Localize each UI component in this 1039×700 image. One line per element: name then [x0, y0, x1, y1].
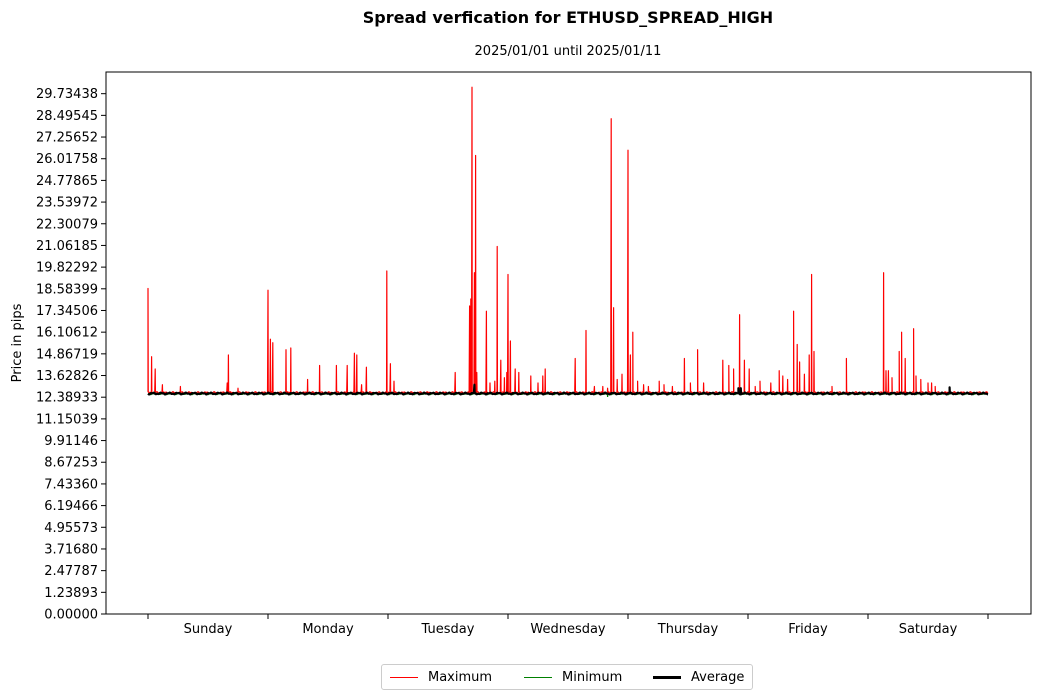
y-tick-label: 2.47787 [44, 564, 98, 579]
x-tick-label: Friday [788, 622, 828, 637]
x-tick-label: Saturday [899, 622, 958, 637]
y-tick-label: 22.30079 [36, 217, 98, 232]
legend-swatch-average [653, 675, 681, 679]
y-tick-label: 23.53972 [36, 196, 98, 211]
series-maximum-line [147, 86, 989, 395]
x-tick-label: Monday [302, 622, 354, 637]
x-tick-label: Sunday [184, 622, 233, 637]
y-tick-label: 4.95573 [44, 521, 98, 536]
y-tick-label: 8.67253 [44, 456, 98, 471]
y-tick-label: 6.19466 [44, 499, 98, 514]
y-tick-label: 28.49545 [36, 109, 98, 124]
y-tick-label: 19.82292 [36, 261, 98, 276]
y-tick-label: 9.91146 [44, 434, 98, 449]
y-tick-label: 18.58399 [36, 282, 98, 297]
x-tick-label: Thursday [657, 622, 719, 637]
legend-label-minimum: Minimum [562, 669, 623, 685]
legend-item-average: Average [653, 665, 744, 689]
y-tick-label: 21.06185 [36, 239, 98, 254]
y-tick-label: 14.86719 [36, 347, 98, 362]
x-tick-label: Tuesday [421, 622, 475, 637]
y-tick-label: 24.77865 [36, 174, 98, 189]
plot-area: 0.00000 1.23893 2.47787 3.71680 4.95573 6.194… [10, 71, 1032, 637]
y-axis: 0.00000 1.23893 2.47787 3.71680 4.95573 6.194… [36, 87, 106, 623]
y-tick-label: 17.34506 [36, 304, 98, 319]
series-average-line [147, 383, 989, 396]
legend-label-average: Average [691, 669, 745, 685]
x-axis: Sunday Monday Tuesday Wednesday Thursday Frid… [147, 614, 989, 637]
legend-item-minimum: Minimum [524, 665, 622, 689]
y-tick-label: 27.25652 [36, 131, 98, 146]
y-tick-label: 3.71680 [44, 542, 98, 557]
legend-swatch-minimum [524, 676, 552, 678]
y-tick-label: 7.43360 [44, 477, 98, 492]
y-tick-label: 26.01758 [36, 152, 98, 167]
axes-frame [105, 71, 1032, 615]
legend-label-maximum: Maximum [428, 669, 493, 685]
legend-item-maximum: Maximum [390, 665, 492, 689]
y-tick-label: 1.23893 [44, 586, 98, 601]
y-tick-label: 29.73438 [36, 87, 98, 102]
y-tick-label: 12.38933 [36, 391, 98, 406]
legend-swatch-maximum [390, 676, 418, 678]
chart-title: Spread verfication for ETHUSD_SPREAD_HIG… [362, 8, 774, 27]
series-layer [147, 86, 989, 398]
y-tick-label: 11.15039 [36, 412, 98, 427]
y-tick-label: 13.62826 [36, 369, 98, 384]
x-tick-label: Wednesday [530, 622, 606, 637]
chart-subtitle: 2025/01/01 until 2025/01/11 [474, 44, 662, 59]
y-tick-label: 16.10612 [36, 326, 98, 341]
y-tick-label: 0.00000 [44, 608, 98, 623]
legend: Maximum Minimum Average [381, 664, 753, 690]
y-axis-label: Price in pips [10, 303, 25, 382]
